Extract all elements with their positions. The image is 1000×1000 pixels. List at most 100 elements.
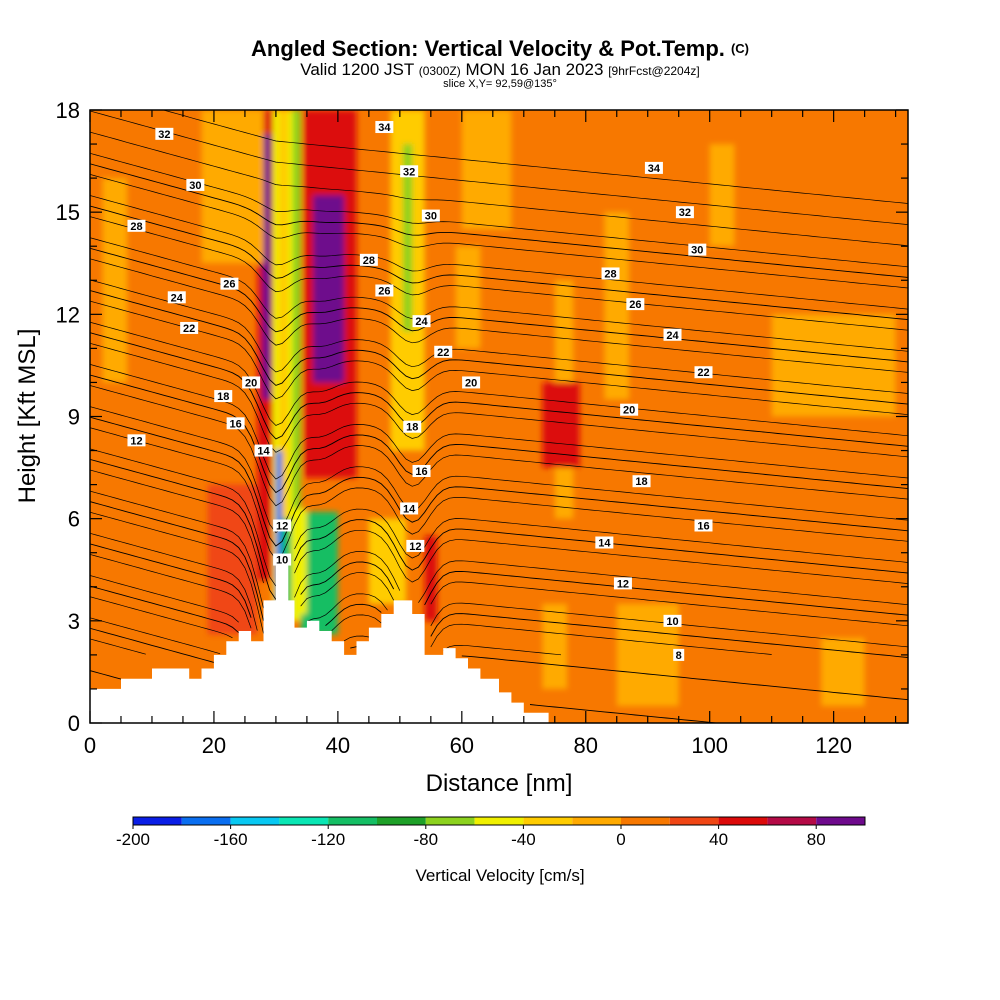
theta-contour-line [90, 596, 233, 639]
y-tick-label: 18 [56, 98, 80, 123]
theta-contour-line [90, 195, 908, 310]
contour-label-box [400, 502, 419, 515]
contour-label-box [226, 417, 245, 430]
theta-contour-line [90, 501, 908, 621]
velocity-cell [279, 110, 289, 553]
contour-label-box [412, 464, 431, 477]
contour-label: 16 [697, 520, 709, 532]
theta-contour-line [90, 152, 908, 268]
colorbar-swatch [669, 817, 719, 825]
contour-label: 18 [217, 391, 229, 403]
velocity-cell [262, 133, 271, 400]
contour-label: 22 [183, 323, 195, 335]
contour-label: 12 [409, 541, 421, 553]
contour-label: 26 [223, 279, 235, 291]
contour-label-box [186, 178, 205, 191]
contour-label-box [242, 376, 261, 389]
contour-label-box [694, 366, 713, 379]
theta-contour-line [90, 670, 122, 680]
contour-label-box [214, 390, 233, 403]
contour-label: 16 [230, 418, 242, 430]
contour-label-box [644, 161, 663, 174]
contour-label-box [167, 291, 186, 304]
title-mark: (C) [730, 41, 749, 56]
theta-contour-line [90, 300, 908, 416]
colorbar-tick-label: -120 [311, 830, 345, 849]
colorbar: -200 -160 -120 -80 -40 0 40 80 [116, 816, 866, 849]
colorbar-swatch [133, 817, 182, 825]
contour-label-box [180, 321, 199, 334]
valid-time-line: Valid 1200 JST (0300Z) MON 16 Jan 2023 [… [0, 61, 1000, 80]
slice-info: slice X,Y= 92,59@135° [443, 78, 557, 90]
velocity-cell [313, 195, 345, 383]
contour-label: 22 [697, 367, 709, 379]
theta-contour-line [90, 110, 908, 225]
contour-label-box [220, 277, 239, 290]
x-axis-label: Distance [nm] [426, 770, 573, 797]
contour-label: 28 [604, 268, 616, 280]
chart-title: Angled Section: Vertical Velocity & Pot.… [251, 36, 749, 61]
contour-label-box [675, 206, 694, 219]
x-tick-label: 120 [815, 733, 852, 758]
contour-label-box [688, 243, 707, 256]
theta-contour-line [90, 342, 908, 458]
velocity-cell [542, 382, 580, 468]
x-tick-label: 80 [574, 733, 598, 758]
contour-label: 14 [598, 538, 611, 550]
contour-label-box [632, 475, 651, 488]
contour-label-box [663, 328, 682, 341]
velocity-cell [461, 110, 512, 230]
contour-label: 14 [403, 503, 416, 515]
contour-label-box [613, 577, 632, 590]
contour-label: 26 [378, 285, 390, 297]
theta-contour-line [90, 321, 908, 437]
colorbar-tick-label: -80 [414, 830, 439, 849]
theta-contour-line [90, 290, 908, 405]
theta-contour-line [90, 131, 908, 247]
y-tick-label: 6 [68, 507, 80, 532]
velocity-cell [292, 110, 301, 570]
contour-label: 10 [276, 555, 288, 567]
colorbar-label: Vertical Velocity [cm/s] [415, 866, 584, 885]
contour-label-box [694, 519, 713, 532]
x-tick-label: 40 [326, 733, 350, 758]
valid-prefix: Valid 1200 JST [300, 60, 414, 79]
contour-label-box [626, 298, 645, 311]
contour-label: 24 [415, 316, 428, 328]
contour-label-box [273, 519, 292, 532]
contour-labels: 32 30 28 26 24 22 20 18 16 14 12 12 10 34 32 30 28 26 24 22… [127, 121, 713, 662]
theta-contour-line [90, 374, 908, 494]
velocity-cell [709, 144, 735, 247]
y-axis: 0 3 6 9 12 15 18 [56, 98, 908, 736]
velocity-cell [542, 603, 568, 689]
colorbar-swatch [621, 817, 670, 825]
contour-label: 12 [276, 520, 288, 532]
contour-label: 26 [629, 299, 641, 311]
velocity-cell [291, 508, 307, 615]
colorbar-swatch [474, 817, 524, 825]
theta-contour-line [90, 332, 908, 447]
valid-utc: (0300Z) [418, 64, 461, 78]
y-tick-label: 15 [56, 200, 80, 225]
contour-label: 34 [648, 163, 661, 175]
contour-label-box [375, 121, 394, 134]
colorbar-tick-label: -40 [511, 830, 536, 849]
contour-label: 12 [617, 578, 629, 590]
contour-label: 32 [679, 207, 691, 219]
theta-contour-line [90, 216, 908, 331]
theta-contour-line [90, 575, 562, 656]
colorbar-swatch [181, 817, 231, 825]
contour-label-box [601, 267, 620, 280]
velocity-cell [604, 212, 630, 400]
velocity-cell [402, 144, 413, 332]
velocity-cell [821, 637, 865, 706]
y-tick-label: 9 [68, 405, 80, 430]
colorbar-tick-label: -200 [116, 830, 150, 849]
theta-contour-line [90, 416, 908, 547]
contour-label-box [127, 434, 146, 447]
contour-label: 12 [130, 435, 142, 447]
theta-contour-line [90, 554, 772, 655]
colorbar-tick-label: 0 [616, 830, 625, 849]
